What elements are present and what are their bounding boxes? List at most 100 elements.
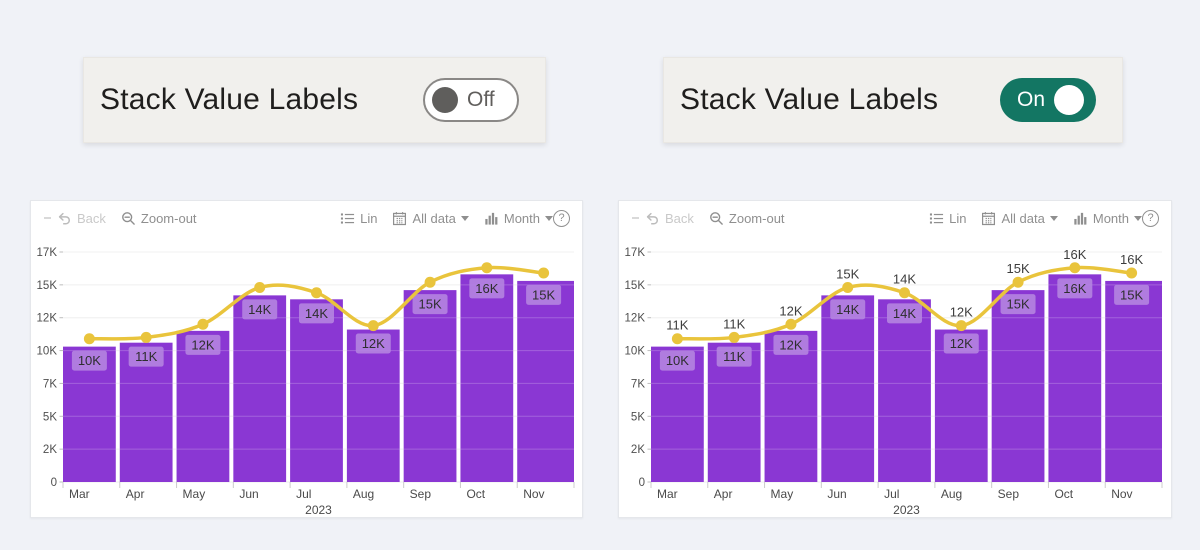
chart-panel-labels-off: Back Zoom-out Lin All data <box>30 200 583 518</box>
svg-text:Sep: Sep <box>410 487 432 501</box>
svg-text:2K: 2K <box>43 444 57 456</box>
svg-text:16K: 16K <box>475 281 498 296</box>
svg-text:Mar: Mar <box>657 487 678 501</box>
month-label: Month <box>1092 210 1129 226</box>
svg-text:Oct: Oct <box>466 487 485 501</box>
svg-text:2K: 2K <box>631 444 645 456</box>
stack-labels-toggle-off[interactable]: Off <box>423 78 519 122</box>
toolbar-grip-dash <box>632 217 639 219</box>
chart-canvas-labels-on[interactable]: 0 2K 5K 7K 10K 12K 15K 17K 10K 11K 12K 14K 14K 12K 15K… <box>619 235 1171 519</box>
svg-text:0: 0 <box>51 477 57 489</box>
svg-text:17K: 17K <box>37 247 58 259</box>
lin-label: Lin <box>360 210 378 226</box>
stack-labels-card-on: Stack Value Labels On <box>663 57 1123 143</box>
svg-text:12K: 12K <box>950 336 973 351</box>
svg-text:7K: 7K <box>631 378 645 390</box>
svg-text:11K: 11K <box>723 349 745 364</box>
svg-text:10K: 10K <box>78 353 101 368</box>
stack-labels-card-off: Stack Value Labels Off <box>83 57 546 143</box>
help-icon[interactable]: ? <box>1142 209 1159 227</box>
back-label: Back <box>665 210 694 226</box>
help-icon[interactable]: ? <box>553 209 570 227</box>
svg-text:Aug: Aug <box>353 487 374 501</box>
toggle-state-label: Off <box>467 88 495 111</box>
toggle-title: Stack Value Labels <box>100 83 359 116</box>
toggle-knob <box>1054 85 1085 115</box>
svg-text:12K: 12K <box>950 305 973 320</box>
svg-text:11K: 11K <box>666 318 688 333</box>
svg-text:15K: 15K <box>625 280 646 292</box>
svg-text:2023: 2023 <box>893 503 920 517</box>
chevron-down-icon <box>460 216 469 221</box>
undo-icon <box>645 211 660 226</box>
lin-scale-button[interactable]: Lin <box>340 211 377 226</box>
back-button[interactable]: Back <box>645 211 694 226</box>
svg-text:12K: 12K <box>37 313 58 325</box>
back-label: Back <box>77 210 106 226</box>
month-label: Month <box>503 210 540 226</box>
svg-text:5K: 5K <box>43 411 57 423</box>
chart-canvas-labels-off[interactable]: 0 2K 5K 7K 10K 12K 15K 17K 10K 11K 12K 14K 14K 12K 15K… <box>31 235 582 519</box>
chevron-down-icon <box>545 216 553 221</box>
svg-text:Nov: Nov <box>523 487 544 501</box>
svg-text:Oct: Oct <box>1054 487 1073 501</box>
svg-text:15K: 15K <box>418 297 441 312</box>
svg-text:5K: 5K <box>631 411 645 423</box>
all-data-dropdown[interactable]: All data <box>392 210 469 226</box>
svg-text:Jul: Jul <box>884 487 899 501</box>
toggle-state-label: On <box>1017 88 1046 111</box>
column-chart-icon <box>484 211 499 226</box>
svg-text:10K: 10K <box>625 346 646 358</box>
svg-text:Jun: Jun <box>827 487 846 501</box>
svg-text:16K: 16K <box>1120 252 1143 267</box>
zoom-out-button[interactable]: Zoom-out <box>121 211 197 226</box>
svg-text:12K: 12K <box>191 337 214 352</box>
svg-text:Apr: Apr <box>126 487 145 501</box>
svg-text:12K: 12K <box>779 337 802 352</box>
all-data-dropdown[interactable]: All data <box>981 210 1058 226</box>
svg-text:12K: 12K <box>779 303 802 318</box>
svg-text:Apr: Apr <box>714 487 733 501</box>
svg-text:15K: 15K <box>1006 261 1029 276</box>
svg-text:2023: 2023 <box>305 503 332 517</box>
chart-panel-labels-on: Back Zoom-out Lin All data <box>618 200 1172 518</box>
svg-text:16K: 16K <box>1063 247 1086 262</box>
stack-labels-toggle-on[interactable]: On <box>1000 78 1096 122</box>
zoom-out-button[interactable]: Zoom-out <box>709 211 785 226</box>
svg-text:15K: 15K <box>37 280 58 292</box>
calendar-icon <box>392 211 407 226</box>
toolbar-grip-dash <box>44 217 51 219</box>
toggle-title: Stack Value Labels <box>680 83 939 116</box>
all-data-label: All data <box>1001 210 1045 226</box>
svg-text:Mar: Mar <box>69 487 90 501</box>
svg-text:11K: 11K <box>723 316 745 331</box>
svg-text:Jul: Jul <box>296 487 311 501</box>
chevron-down-icon <box>1134 216 1142 221</box>
column-chart-icon <box>1073 211 1088 226</box>
svg-text:Sep: Sep <box>998 487 1020 501</box>
zoom-out-label: Zoom-out <box>728 210 785 226</box>
period-dropdown[interactable]: Month <box>484 211 553 226</box>
zoom-out-icon <box>709 211 724 226</box>
svg-text:15K: 15K <box>1006 297 1029 312</box>
undo-icon <box>57 211 72 226</box>
chart-toolbar: Back Zoom-out Lin All data <box>619 201 1171 235</box>
svg-text:May: May <box>771 487 794 501</box>
svg-text:May: May <box>183 487 206 501</box>
toggle-knob <box>432 87 458 113</box>
back-button[interactable]: Back <box>57 211 106 226</box>
svg-text:12K: 12K <box>625 313 646 325</box>
svg-text:15K: 15K <box>532 287 555 302</box>
calendar-icon <box>981 211 996 226</box>
svg-text:14K: 14K <box>836 302 859 317</box>
all-data-label: All data <box>412 210 456 226</box>
svg-text:15K: 15K <box>836 266 859 281</box>
svg-text:10K: 10K <box>666 353 689 368</box>
svg-text:12K: 12K <box>362 336 385 351</box>
zoom-out-label: Zoom-out <box>140 210 197 226</box>
svg-text:10K: 10K <box>37 346 58 358</box>
period-dropdown[interactable]: Month <box>1073 211 1142 226</box>
svg-text:Aug: Aug <box>941 487 962 501</box>
list-icon <box>929 211 944 226</box>
lin-scale-button[interactable]: Lin <box>929 211 966 226</box>
